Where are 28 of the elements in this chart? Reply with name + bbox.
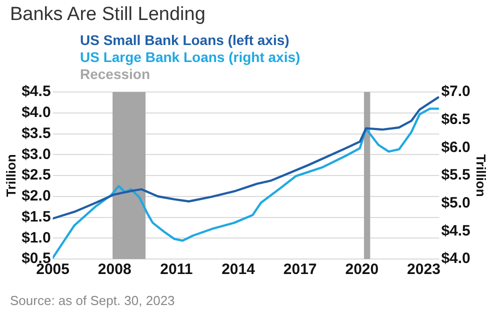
x-tick-label: 2011 xyxy=(160,261,193,278)
y2-tick-label: $5.0 xyxy=(441,194,470,212)
text: US Small Bank Loans (left axis) xyxy=(80,32,290,49)
y2-tick-label: $6.0 xyxy=(441,138,470,156)
band-label: Recession xyxy=(80,66,152,83)
x-tick-label: 2020 xyxy=(345,261,379,278)
x-tick-label: 2008 xyxy=(98,261,132,278)
y-tick-label: $2.5 xyxy=(22,166,51,184)
y2-axis-title: Trillion xyxy=(474,154,489,197)
y-tick-label: $1.0 xyxy=(22,229,51,246)
x-tick-label: 2023 xyxy=(407,261,440,278)
text: US Large Bank Loans (right axis) xyxy=(80,49,300,66)
y-axis-title: Trillion xyxy=(3,154,18,197)
y2-tick-label: $4.0 xyxy=(441,250,470,268)
chart-title: Banks Are Still Lending xyxy=(10,4,206,26)
source-note: Source: as of Sept. 30, 2023 xyxy=(10,293,175,308)
y-tick-label: $4.5 xyxy=(22,83,51,100)
x-tick-label: 2014 xyxy=(222,261,256,278)
y-tick-label: $4.0 xyxy=(22,104,51,122)
y-tick-label: $3.5 xyxy=(22,124,51,142)
y2-tick-label: $7.0 xyxy=(441,83,470,100)
y2-tick-label: $4.5 xyxy=(441,222,470,240)
y-tick-label: $2.0 xyxy=(22,188,51,205)
y2-tick-label: $6.5 xyxy=(441,110,470,128)
y-tick-label: $1.5 xyxy=(22,208,51,226)
x-tick-label: 2017 xyxy=(283,261,317,278)
y-tick-label: $3.0 xyxy=(22,146,51,163)
y2-tick-label: $5.5 xyxy=(441,166,470,184)
